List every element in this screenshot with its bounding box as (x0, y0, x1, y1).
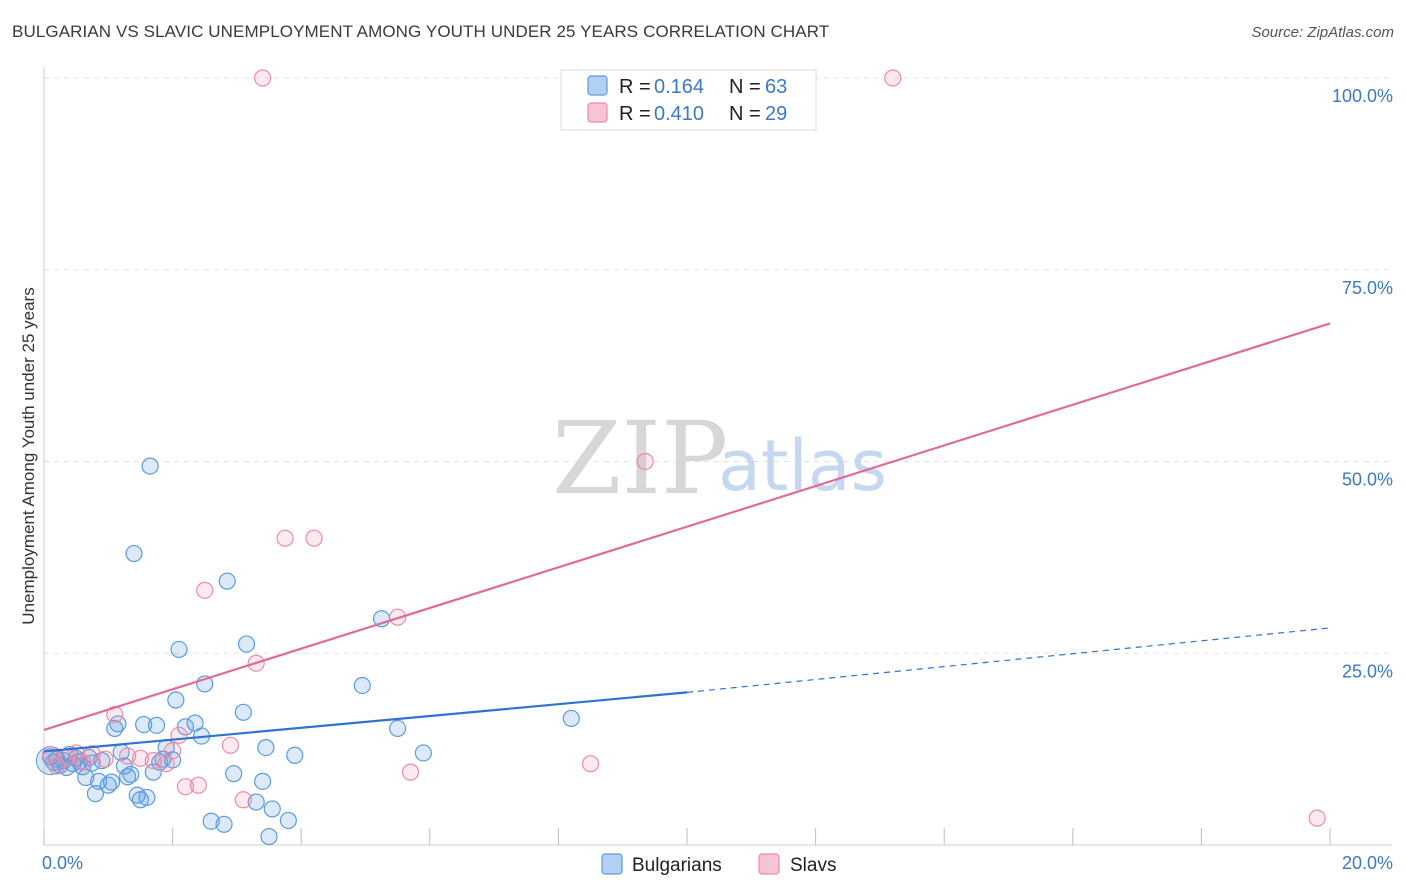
chart-title: BULGARIAN VS SLAVIC UNEMPLOYMENT AMONG Y… (12, 22, 830, 41)
legend-n-value-1: 63 (765, 76, 787, 98)
bulgarian-point-25 (125, 544, 143, 563)
y-tick-label-0: 25.0% (1342, 661, 1393, 681)
bulgarian-point-48 (237, 635, 256, 653)
legend-swatch-slavs (587, 102, 608, 123)
source-credit: Source: ZipAtlas.com (1251, 24, 1394, 41)
slav-point-29 (1308, 809, 1326, 827)
bulgarian-point-49 (247, 793, 265, 811)
bulgarian-point-56 (353, 676, 371, 695)
watermark-zip: ZIP (552, 400, 728, 517)
slav-point-28 (884, 69, 902, 87)
bulgarian-point-52 (260, 827, 278, 846)
bulgarian-point-33 (151, 753, 169, 771)
bulgarian-point-51 (257, 738, 275, 757)
bulgarian-point-55 (286, 746, 304, 764)
slav-point-14 (176, 778, 195, 796)
slav-point-13 (170, 726, 188, 744)
bulgarian-point-10 (73, 758, 92, 776)
y-axis-label: Unemployment Among Youth under 25 years (19, 287, 38, 624)
bulgarian-point-15 (90, 772, 108, 790)
slav-point-10 (144, 752, 162, 770)
bulgarian-point-54 (279, 811, 297, 830)
watermark-atlas: atlas (718, 425, 887, 507)
bulgarian-point-38 (170, 640, 188, 659)
series-legend: Bulgarians Slavs (601, 853, 836, 876)
series-label-slavs: Slavs (790, 855, 836, 876)
bulgarian-point-44 (215, 815, 233, 833)
gridlines (44, 77, 1392, 654)
slav-point-25 (581, 755, 600, 773)
slav-point-9 (131, 749, 150, 767)
slav-point-24 (401, 763, 420, 781)
slav-trend-line (43, 322, 1331, 731)
bulgarian-point-58 (389, 719, 407, 738)
bulgarian-point-32 (147, 716, 166, 734)
bulgarian-point-45 (218, 572, 236, 590)
slav-point-6 (96, 750, 114, 768)
legend: R = 0.164 N = 63 R = 0.410 N = 29 (560, 69, 817, 131)
series-swatch-slavs (758, 853, 780, 875)
bulgarian-point-29 (138, 788, 156, 807)
bulgarian-point-28 (135, 715, 153, 734)
bulgarian-point-47 (234, 703, 252, 721)
bulgarian-point-37 (167, 691, 185, 709)
bulgarian-point-30 (141, 457, 159, 475)
legend-n-value-2: 29 (765, 103, 787, 125)
slav-point-8 (118, 747, 137, 765)
bulgarian-point-60 (562, 709, 580, 728)
legend-n-label-2: N = (729, 103, 761, 125)
bulgarian-point-23 (118, 768, 137, 786)
trend-lines (43, 322, 1331, 753)
y-tick-label-1: 50.0% (1342, 470, 1393, 490)
legend-n-label-1: N = (729, 76, 761, 98)
bulgarian-point-46 (225, 765, 243, 783)
bulgarian-point-20 (109, 715, 127, 733)
bulgarian-point-19 (106, 719, 124, 738)
legend-r-label-1: R = (619, 76, 651, 98)
slav-point-16 (196, 581, 214, 599)
series-swatch-bulgarians (601, 853, 623, 875)
bulgarian-point-17 (99, 776, 117, 794)
slav-point-21 (276, 529, 294, 547)
slav-point-5 (83, 745, 101, 763)
slav-point-22 (305, 529, 323, 547)
x-tick-label-0: 0.0% (42, 853, 83, 873)
slav-point-12 (164, 742, 182, 760)
tick-labels: 25.0% 50.0% 75.0% 100.0% 0.0% 20.0% (42, 86, 1393, 873)
legend-r-label-2: R = (619, 103, 651, 125)
bulgarian-point-18 (102, 773, 121, 791)
x-tick-label-1: 20.0% (1342, 853, 1393, 873)
bulgarian-trend-extension (686, 627, 1331, 693)
bulgarian-point-59 (414, 744, 432, 762)
slav-point-18 (234, 791, 252, 809)
legend-r-value-2: 0.410 (654, 103, 704, 125)
y-tick-label-3: 100.0% (1332, 86, 1393, 106)
slav-point-15 (189, 776, 207, 794)
legend-r-value-1: 0.164 (654, 76, 704, 98)
slav-point-20 (254, 69, 272, 87)
bulgarian-trend-line (43, 691, 688, 753)
watermark: ZIP atlas (552, 400, 887, 517)
bulgarian-point-43 (202, 812, 220, 830)
slav-point-17 (221, 736, 240, 754)
slav-point-26 (636, 452, 654, 471)
series-label-bulgarians: Bulgarians (632, 855, 722, 876)
bulgarian-point-50 (254, 772, 272, 790)
data-points (35, 69, 1326, 846)
y-tick-label-2: 75.0% (1342, 278, 1393, 298)
bulgarian-point-53 (263, 800, 281, 818)
legend-swatch-bulgarians (587, 75, 608, 96)
bulgarian-point-24 (122, 765, 140, 784)
